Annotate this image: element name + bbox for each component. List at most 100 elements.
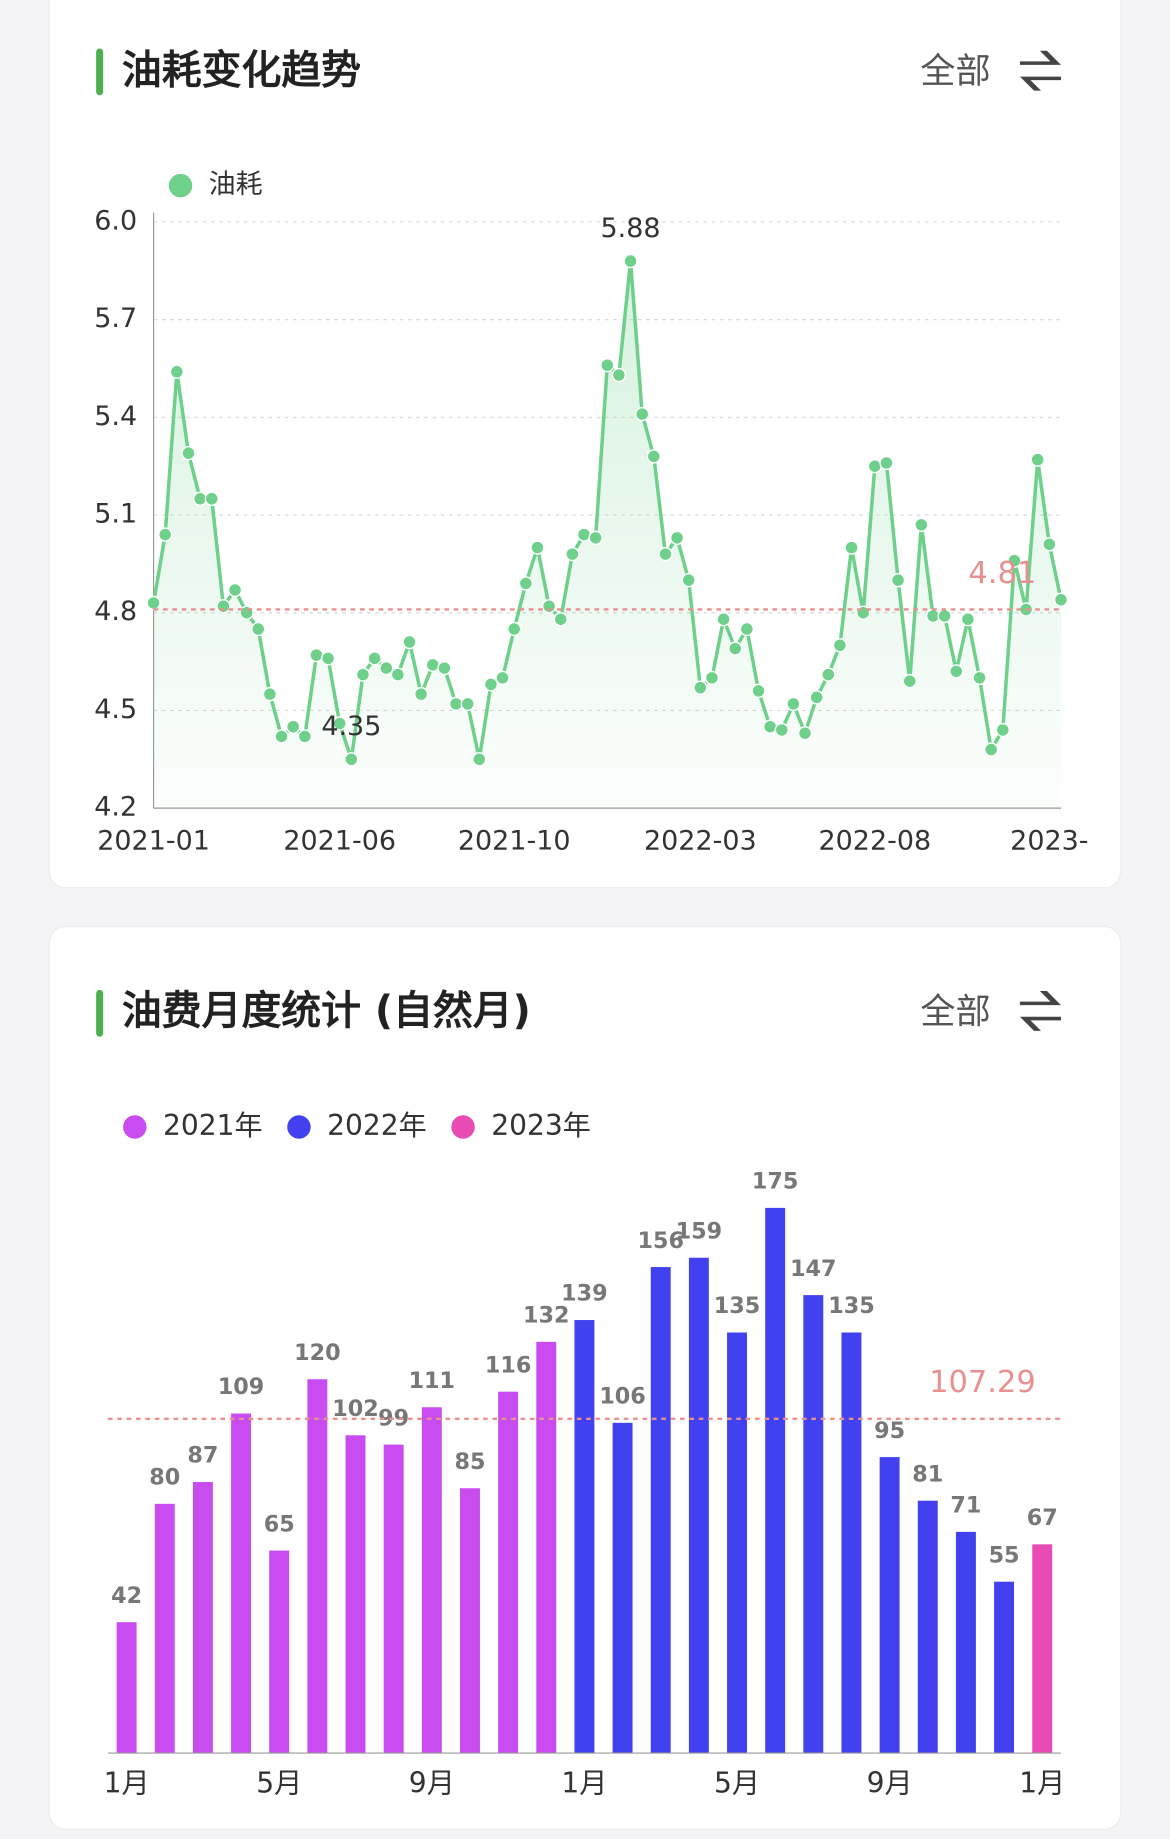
legend-marker: [123, 1115, 147, 1139]
point: [972, 670, 987, 686]
point: [495, 670, 510, 686]
bar: [269, 1550, 290, 1754]
value-label: 4.35: [321, 711, 381, 742]
bar-label: 106: [599, 1384, 645, 1410]
bar: [955, 1531, 976, 1754]
x-tick-label: 5月: [714, 1767, 760, 1800]
legend-label: 2023年: [491, 1109, 591, 1142]
point: [728, 641, 743, 656]
bar: [192, 1482, 213, 1754]
bar: [612, 1422, 633, 1754]
bar-label: 109: [218, 1374, 264, 1400]
point: [995, 722, 1010, 738]
bar: [727, 1332, 747, 1754]
bar-label: 135: [714, 1293, 760, 1319]
bar: [650, 1267, 671, 1754]
point: [786, 696, 801, 712]
x-tick-label: 5月: [256, 1767, 302, 1800]
bar-label: 139: [561, 1281, 607, 1307]
point: [286, 719, 301, 734]
x-tick-label: 2022-08: [819, 826, 932, 857]
point: [635, 406, 650, 422]
point: [751, 683, 766, 699]
point: [402, 634, 417, 650]
value-label: 5.88: [601, 213, 661, 244]
bar: [307, 1379, 328, 1754]
point: [902, 673, 917, 689]
point: [158, 527, 173, 542]
point: [332, 716, 347, 731]
bar: [459, 1488, 480, 1754]
y-tick-label: 4.8: [94, 596, 137, 627]
bar-label: 175: [752, 1169, 798, 1195]
point: [658, 546, 673, 562]
title-accent: [96, 48, 104, 96]
y-tick-label: 6.0: [94, 205, 137, 236]
point: [960, 612, 976, 627]
bar: [231, 1413, 252, 1754]
point: [693, 680, 708, 695]
bar-label: 65: [264, 1511, 295, 1537]
point: [867, 459, 882, 474]
point: [344, 752, 359, 767]
bar: [536, 1341, 557, 1754]
point: [518, 576, 533, 591]
point: [320, 651, 336, 666]
point: [832, 638, 848, 653]
bar: [498, 1391, 519, 1754]
point: [181, 446, 196, 461]
x-tick-label: 2022-03: [644, 826, 757, 857]
point: [437, 660, 452, 676]
point: [413, 686, 429, 702]
bar-label: 159: [676, 1218, 722, 1244]
point: [1042, 537, 1057, 552]
point: [425, 657, 440, 672]
card-title: 油耗变化趋势: [122, 48, 361, 94]
filter-button[interactable]: 全部: [920, 991, 990, 1032]
point: [460, 696, 475, 712]
bar-label: 95: [874, 1418, 905, 1444]
point: [681, 573, 696, 588]
point: [890, 573, 906, 588]
point: [774, 722, 789, 738]
legend-label: 2021年: [163, 1109, 263, 1142]
y-tick-label: 4.5: [94, 694, 137, 725]
bar: [994, 1581, 1015, 1754]
legend-label: 油耗: [209, 169, 263, 200]
x-tick-label: 1月: [104, 1767, 150, 1800]
legend-marker: [451, 1115, 475, 1139]
bar-label: 85: [454, 1449, 485, 1475]
bar-label: 132: [523, 1303, 569, 1329]
point: [379, 660, 394, 676]
bar-label: 42: [111, 1583, 142, 1609]
bar-label: 80: [149, 1465, 180, 1491]
point: [507, 621, 522, 637]
swap-icon[interactable]: [1019, 50, 1061, 91]
swap-icon[interactable]: [1019, 991, 1061, 1031]
x-tick-label: 9月: [867, 1767, 913, 1800]
point: [216, 599, 231, 614]
legend-label: 2022年: [327, 1109, 427, 1142]
point: [797, 726, 813, 741]
point: [984, 742, 999, 757]
point: [355, 667, 371, 682]
x-tick-label: 1月: [1019, 1767, 1065, 1800]
point: [576, 527, 592, 542]
bar-label: 135: [828, 1293, 874, 1319]
filter-button[interactable]: 全部: [920, 51, 990, 92]
point: [809, 690, 824, 705]
point: [472, 752, 487, 767]
bar-label: 81: [912, 1461, 943, 1487]
bar-label: 55: [989, 1542, 1020, 1568]
bar-label: 147: [790, 1256, 836, 1282]
bar: [688, 1257, 709, 1754]
point: [739, 621, 755, 637]
average-label: 107.29: [929, 1365, 1036, 1400]
y-tick-label: 5.1: [94, 499, 137, 530]
bar: [116, 1622, 137, 1754]
bar: [841, 1332, 862, 1754]
x-tick-label: 9月: [409, 1767, 455, 1800]
bar: [154, 1503, 175, 1754]
bar-label: 67: [1027, 1505, 1058, 1531]
point: [949, 664, 964, 679]
